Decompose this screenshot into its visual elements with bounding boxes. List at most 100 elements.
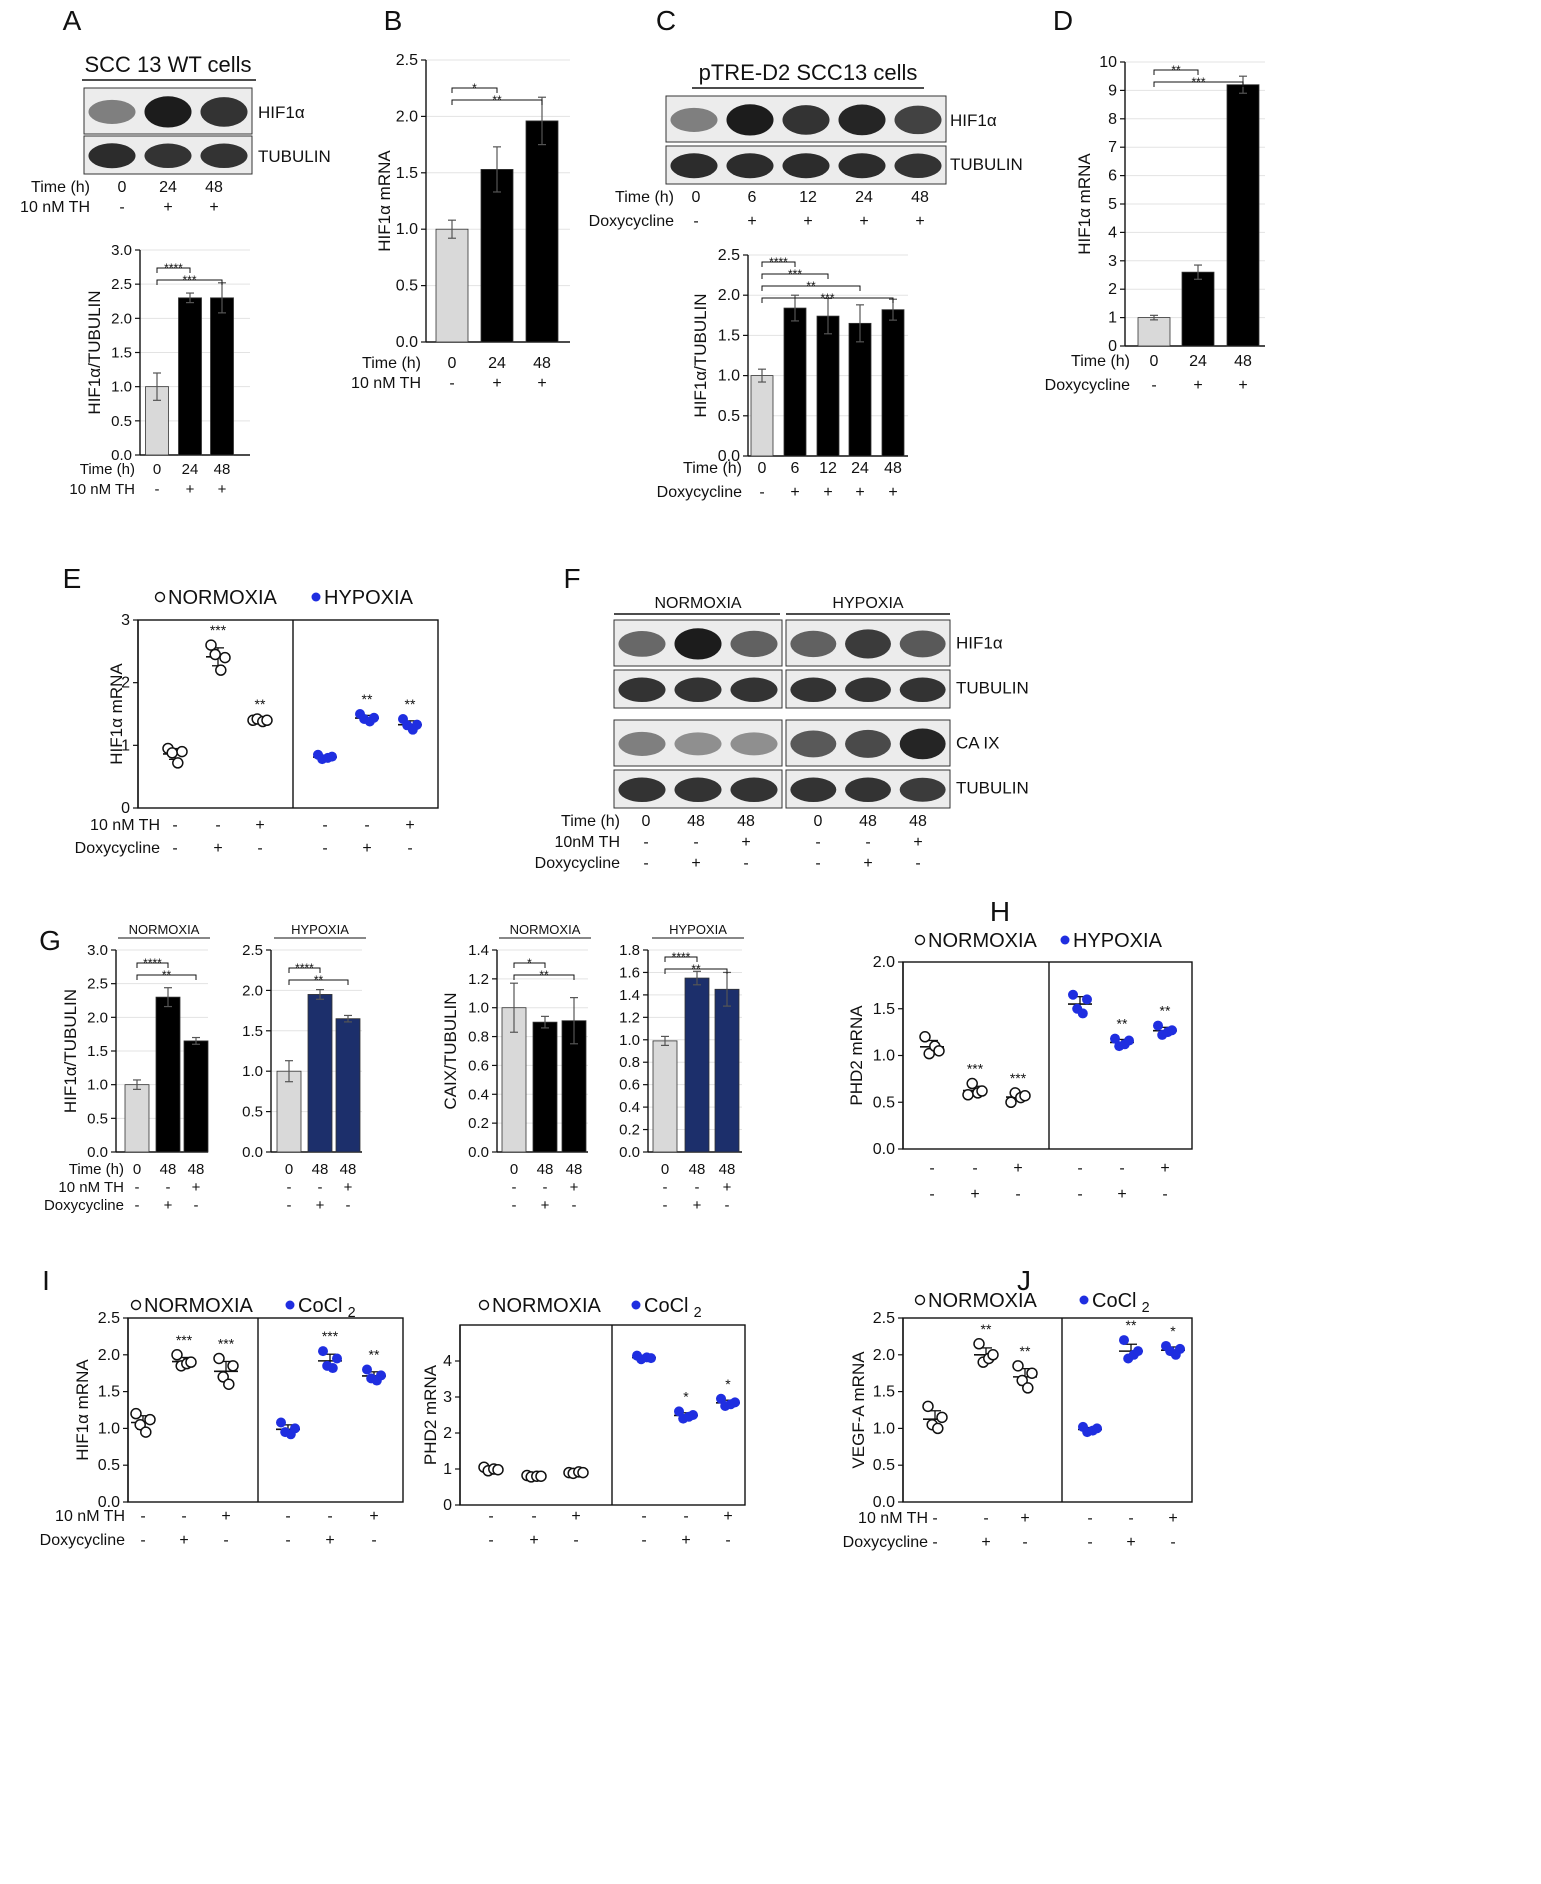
data-point-open — [1012, 1360, 1024, 1372]
significance-label: **** — [143, 956, 162, 970]
blot-band — [726, 153, 774, 179]
chart-c-2: 0.00.51.01.52.02.5HIF1α/TUBULIN*********… — [657, 247, 908, 501]
y-tick-label: 0.8 — [468, 1029, 489, 1046]
significance-label: *** — [1010, 1070, 1027, 1086]
bar — [124, 1084, 150, 1153]
row-value: 48 — [689, 1161, 706, 1178]
blot-panel-a: SCC 13 WT cells HIF1α TUBULIN Time (h) 0 24 48… — [20, 52, 331, 216]
blot-c-row-value: + — [915, 213, 924, 230]
significance-bracket — [136, 962, 169, 968]
row-value: - — [641, 1532, 646, 1549]
blot-band — [144, 96, 192, 128]
blot-band — [730, 677, 778, 702]
row-value: + — [790, 484, 799, 501]
legend-label: NORMOXIA — [144, 1295, 254, 1317]
row-value: - — [1162, 1186, 1167, 1203]
row-value: + — [186, 481, 195, 498]
significance-bracket — [513, 962, 546, 968]
row-label: Doxycycline — [75, 840, 160, 857]
significance-label: *** — [820, 291, 834, 305]
legend-label: CoCl — [644, 1295, 688, 1317]
chart-g-5: 0.0 0.5 1.0 1.5 2.0 2.5 3.0 HIF1α/TUBULIN NORMOX… — [44, 922, 210, 1214]
data-point-blue — [290, 1423, 300, 1434]
row-value: + — [405, 817, 414, 834]
row-value: 24 — [182, 461, 199, 478]
data-point-blue — [1119, 1335, 1129, 1346]
y-tick-label: 0.0 — [98, 1494, 120, 1511]
legend-label: NORMOXIA — [928, 930, 1038, 952]
y-axis-label: PHD2 mRNA — [421, 1364, 440, 1465]
row-value: + — [1238, 377, 1247, 394]
data-point-blue — [1092, 1423, 1102, 1434]
blot-a-row-value: + — [209, 199, 218, 216]
blot-band — [670, 107, 718, 132]
significance-bracket — [1153, 81, 1244, 87]
blot-band — [838, 153, 886, 179]
y-tick-label: 1.5 — [242, 1023, 263, 1040]
y-tick-label: 2.0 — [873, 1347, 895, 1364]
row-label: Time (h) — [683, 460, 742, 477]
blot-f-row-value: - — [815, 834, 820, 851]
y-tick-label: 0.8 — [619, 1054, 640, 1071]
y-tick-label: 0.0 — [111, 447, 132, 464]
data-point-blue — [276, 1417, 286, 1428]
bar — [335, 1018, 361, 1153]
data-point-open — [166, 747, 178, 759]
y-tick-label: 1.0 — [873, 1048, 895, 1065]
blot-f-normoxia-strip — [613, 669, 783, 709]
row-label: 10 nM TH — [90, 817, 160, 834]
row-label: Time (h) — [1071, 353, 1130, 370]
significance-label: **** — [295, 961, 314, 975]
data-point-blue — [412, 719, 422, 730]
data-point-open — [171, 1349, 183, 1361]
panel-letter-j: J — [1017, 1265, 1031, 1296]
bar — [435, 228, 469, 343]
y-tick-label: 0 — [121, 800, 130, 817]
y-tick-label: 2.0 — [396, 108, 418, 125]
y-tick-label: 3.0 — [87, 942, 108, 959]
blot-band — [894, 153, 942, 178]
blot-c-row-value: 6 — [748, 189, 757, 206]
row-value: - — [725, 1532, 730, 1549]
significance-label: **** — [672, 950, 691, 964]
data-point-open — [1016, 1374, 1028, 1387]
row-label: Doxycycline — [1045, 377, 1130, 394]
bar — [1181, 271, 1215, 347]
y-tick-label: 4 — [1108, 224, 1117, 241]
y-tick-label: 2.5 — [718, 247, 740, 264]
legend-marker-blue — [631, 1300, 641, 1310]
blot-a-tubulin — [83, 135, 253, 175]
legend-marker-open — [130, 1299, 142, 1311]
row-value: - — [972, 1160, 977, 1177]
significance-label: ** — [981, 1321, 992, 1337]
y-tick-label: 0.6 — [468, 1057, 489, 1074]
data-point-blue — [1068, 989, 1078, 1000]
y-tick-label: 2.5 — [873, 1310, 895, 1327]
data-point-open — [976, 1085, 988, 1097]
y-tick-label: 1.5 — [87, 1043, 108, 1060]
y-tick-label: 0.5 — [873, 1457, 895, 1474]
blot-band — [845, 729, 891, 758]
blot-f-row-value: 0 — [642, 813, 651, 830]
blot-band — [618, 631, 666, 657]
plot-frame — [902, 961, 1193, 1150]
blot-band — [790, 677, 837, 702]
data-point-open — [215, 664, 227, 676]
row-value: - — [135, 1179, 140, 1196]
bar — [307, 994, 333, 1153]
y-tick-label: 2 — [443, 1425, 452, 1442]
significance-bracket — [288, 979, 349, 985]
y-axis-label: HIF1α mRNA — [107, 663, 126, 765]
blot-band — [730, 732, 778, 756]
blot-band — [88, 143, 136, 169]
row-value: 0 — [758, 460, 767, 477]
bar — [1226, 84, 1260, 347]
blot-band — [838, 104, 886, 136]
row-value: - — [223, 1532, 228, 1549]
blot-f-band-label: TUBULIN — [956, 679, 1029, 698]
row-value: 48 — [340, 1161, 357, 1178]
row-value: - — [683, 1508, 688, 1525]
y-tick-label: 2.5 — [98, 1310, 120, 1327]
row-value: - — [371, 1532, 376, 1549]
